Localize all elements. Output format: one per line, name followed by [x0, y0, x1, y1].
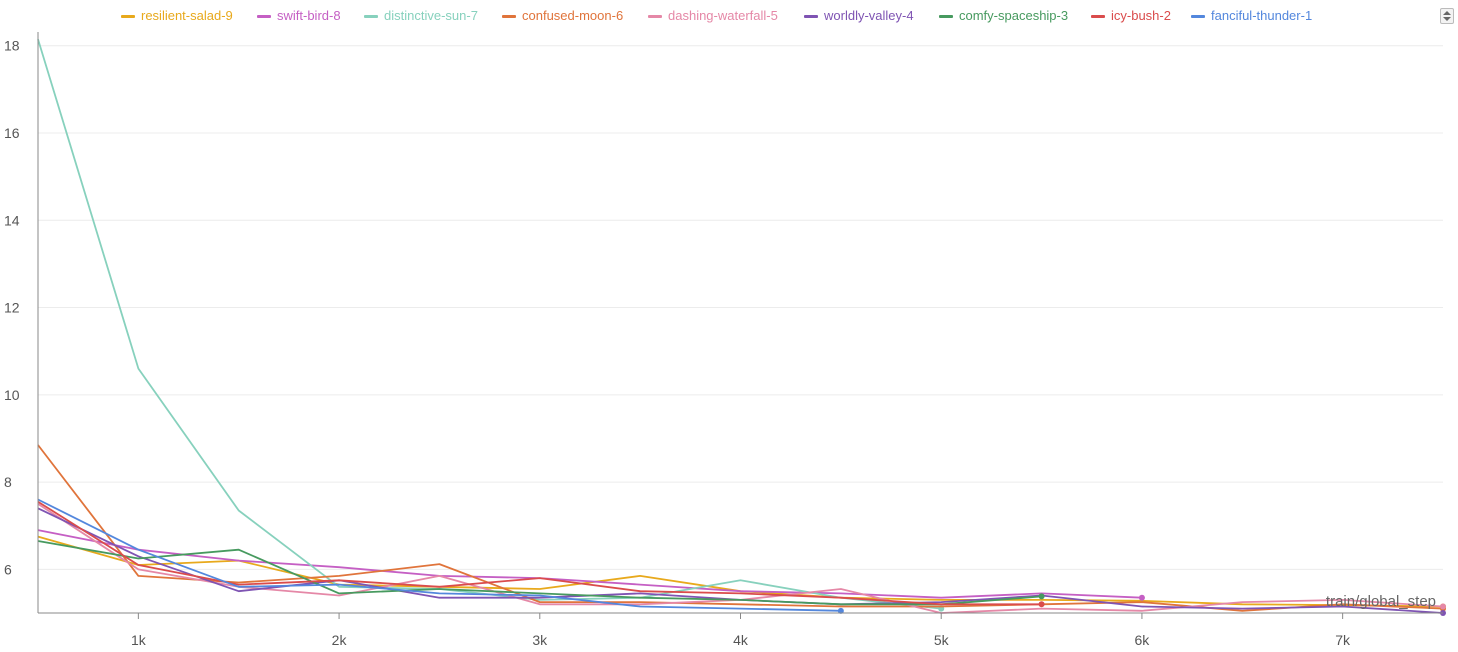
y-tick-label: 14 [4, 212, 20, 228]
legend-item-comfy-spaceship-3[interactable]: comfy-spaceship-3 [939, 8, 1068, 23]
legend-swatch-icon [804, 15, 818, 19]
series-line-fanciful-thunder-1[interactable] [37, 498, 841, 612]
legend-label: fanciful-thunder-1 [1211, 8, 1313, 23]
legend-item-distinctive-sun-7[interactable]: distinctive-sun-7 [364, 8, 478, 23]
y-tick-label: 12 [4, 300, 20, 316]
y-tick-label: 6 [4, 561, 12, 577]
series-end-point-fanciful-thunder-1 [837, 607, 844, 614]
series-layer [37, 38, 1446, 616]
chart-legend: resilient-salad-9 swift-bird-8 distinctive… [0, 0, 1458, 32]
series-line-dashing-waterfall-5[interactable] [37, 503, 1444, 614]
legend-label: resilient-salad-9 [141, 8, 233, 23]
y-tick-label: 16 [4, 125, 20, 141]
legend-label: dashing-waterfall-5 [668, 8, 778, 23]
legend-label: distinctive-sun-7 [384, 8, 478, 23]
legend-label: comfy-spaceship-3 [959, 8, 1069, 23]
series-line-comfy-spaceship-3[interactable] [37, 540, 1042, 606]
legend-item-dashing-waterfall-5[interactable]: dashing-waterfall-5 [648, 8, 778, 23]
x-tick-label: 2k [332, 632, 348, 648]
legend-label: swift-bird-8 [277, 8, 341, 23]
legend-item-fanciful-thunder-1[interactable]: fanciful-thunder-1 [1191, 8, 1312, 23]
legend-swatch-icon [1191, 15, 1205, 19]
legend-swatch-icon [1091, 15, 1105, 19]
x-tick-label: 1k [131, 632, 147, 648]
legend-item-worldly-valley-4[interactable]: worldly-valley-4 [804, 8, 914, 23]
series-end-point-comfy-spaceship-3 [1038, 593, 1045, 600]
series-line-resilient-salad-9[interactable] [37, 535, 1444, 608]
axes: 6 8 10 12 14 16 18 1k 2k 3k 4k 5k 6k 7k train/global_s… [4, 32, 1443, 648]
x-axis-title: train/global_step [1326, 593, 1436, 610]
x-tick-label: 5k [934, 632, 950, 648]
legend-item-resilient-salad-9[interactable]: resilient-salad-9 [121, 8, 233, 23]
legend-swatch-icon [257, 15, 271, 19]
series-end-point-dashing-waterfall-5 [1440, 603, 1446, 610]
series-line-icy-bush-2[interactable] [37, 500, 1042, 606]
x-tick-label: 6k [1135, 632, 1151, 648]
legend-item-icy-bush-2[interactable]: icy-bush-2 [1091, 8, 1171, 23]
series-line-distinctive-sun-7[interactable] [37, 38, 942, 610]
series-end-point-icy-bush-2 [1038, 601, 1045, 608]
series-line-swift-bird-8[interactable] [37, 529, 1142, 599]
legend-swatch-icon [502, 15, 516, 19]
legend-swatch-icon [364, 15, 378, 19]
legend-swatch-icon [939, 15, 953, 19]
x-tick-label: 4k [733, 632, 749, 648]
legend-swatch-icon [121, 15, 135, 19]
grid-lines [38, 45, 1443, 570]
legend-item-swift-bird-8[interactable]: swift-bird-8 [257, 8, 341, 23]
series-end-point-swift-bird-8 [1138, 594, 1145, 601]
legend-label: icy-bush-2 [1111, 8, 1171, 23]
legend-scroll-arrows-icon[interactable] [1440, 8, 1454, 24]
legend-swatch-icon [648, 15, 662, 19]
legend-label: confused-moon-6 [522, 8, 624, 23]
arrow-up-icon[interactable] [1443, 11, 1451, 15]
y-tick-label: 10 [4, 387, 20, 403]
x-tick-label: 3k [532, 632, 548, 648]
y-tick-label: 8 [4, 474, 12, 490]
legend-label: worldly-valley-4 [824, 8, 914, 23]
arrow-down-icon[interactable] [1443, 17, 1451, 21]
y-tick-label: 18 [4, 38, 20, 54]
legend-item-confused-moon-6[interactable]: confused-moon-6 [502, 8, 623, 23]
x-tick-label: 7k [1335, 632, 1351, 648]
